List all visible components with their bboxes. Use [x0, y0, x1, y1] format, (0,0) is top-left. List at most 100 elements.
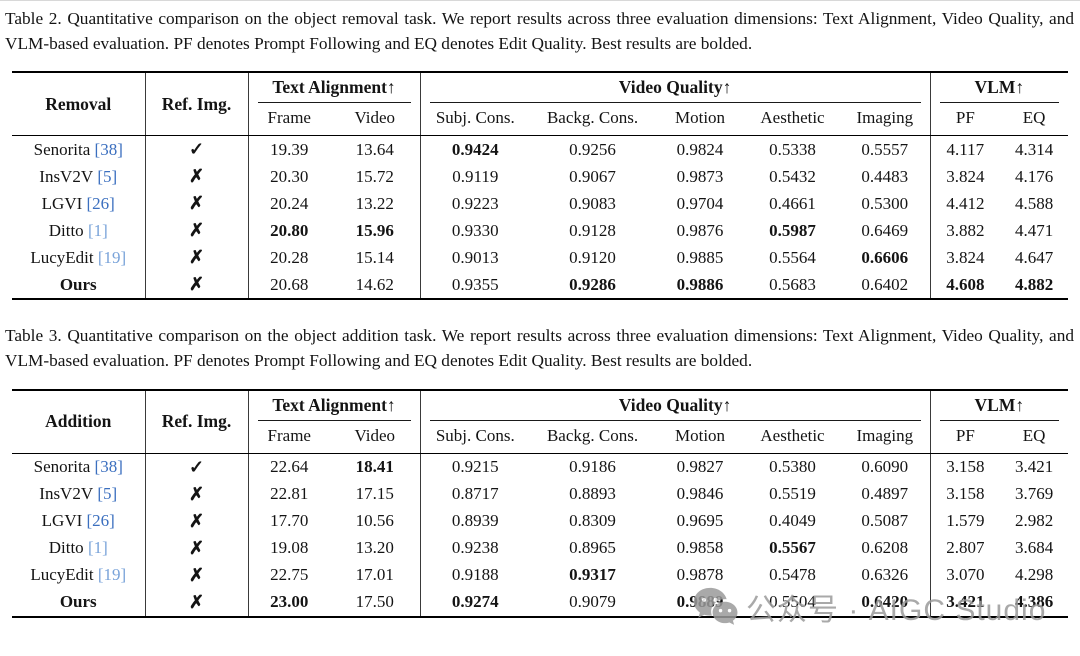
value-cell: 22.81: [247, 480, 330, 508]
value-cell: 1.579: [929, 507, 1001, 535]
value-cell: 0.5338: [769, 139, 816, 159]
citation-link[interactable]: [5]: [93, 166, 118, 186]
value-cell: 19.39: [247, 135, 330, 164]
value-cell: 0.9846: [676, 484, 724, 504]
method-name: Ditto [1]: [48, 220, 108, 240]
table-row: LGVI [26] ✗ 20.24 13.22 0.9223 0.9083 0.9704 0.…: [12, 190, 1068, 218]
col-header-frame: Frame: [247, 103, 330, 137]
table-row: InsV2V [5] ✗ 20.30 15.72 0.9119 0.9067 0.9873 0…: [12, 163, 1068, 191]
table-row: Ours ✗ 20.68 14.62 0.9355 0.9286 0.9886 0.5683 0…: [12, 271, 1068, 300]
value-cell: 0.5564: [769, 247, 816, 267]
value-cell: 0.6326: [861, 565, 909, 585]
value-cell: 17.15: [355, 484, 394, 504]
value-cell: 15.14: [355, 247, 394, 267]
citation-link[interactable]: [19]: [93, 247, 127, 267]
col-header-video: Video: [330, 420, 421, 454]
citation-link[interactable]: [1]: [83, 538, 108, 558]
value-cell: 4.882: [1014, 274, 1054, 294]
group-header-vlm: VLM↑: [929, 72, 1069, 104]
value-cell: 0.5300: [861, 193, 909, 213]
value-cell: 3.158: [929, 480, 1001, 508]
value-cell: 0.6606: [861, 247, 909, 267]
value-cell: 0.5567: [769, 538, 816, 558]
value-cell: 0.6208: [861, 538, 909, 558]
value-cell: 0.5683: [769, 274, 816, 294]
col-header-subj-cons: Subj. Cons.: [419, 103, 531, 137]
value-cell: 3.824: [929, 244, 1001, 272]
value-cell: 0.8965: [569, 538, 616, 558]
citation-link[interactable]: [1]: [83, 220, 108, 240]
citation-link[interactable]: [19]: [93, 565, 127, 585]
value-cell: 15.72: [355, 166, 394, 186]
value-cell: 10.56: [355, 511, 394, 531]
table-2-caption: Table 2. Quantitative comparison on the …: [5, 9, 1074, 53]
citation-link[interactable]: [26]: [82, 193, 115, 213]
col-header-task: Addition: [12, 389, 145, 454]
value-cell: 0.9876: [676, 220, 724, 240]
value-cell: 0.9355: [419, 271, 531, 300]
value-cell: 17.01: [355, 565, 394, 585]
method-name: LucyEdit [19]: [30, 247, 127, 267]
value-cell: 3.421: [929, 588, 1001, 617]
table-row: Senorita [38] ✓ 22.64 18.41 0.9215 0.9186 0.98…: [12, 453, 1068, 481]
col-header-backg-cons: Backg. Cons.: [530, 420, 656, 454]
group-header-vlm: VLM↑: [929, 389, 1069, 421]
col-header-motion: Motion: [655, 103, 746, 137]
cross-icon: ✗: [144, 588, 248, 617]
value-cell: 13.22: [355, 193, 394, 213]
removal-table-wrap: Removal Ref. Img. Text Alignment↑ Video …: [12, 71, 1069, 301]
value-cell: 4.314: [1014, 139, 1054, 159]
value-cell: 4.412: [929, 190, 1001, 218]
value-cell: 0.9330: [419, 217, 531, 245]
value-cell: 3.882: [929, 217, 1001, 245]
value-cell: 0.9120: [569, 247, 616, 267]
value-cell: 0.4049: [769, 511, 816, 531]
table-row: LucyEdit [19] ✗ 20.28 15.14 0.9013 0.9120 0.98…: [12, 244, 1068, 272]
value-cell: 0.9188: [419, 561, 531, 589]
value-cell: 22.75: [247, 561, 330, 589]
value-cell: 0.5380: [769, 457, 816, 477]
cross-icon: ✗: [144, 534, 248, 562]
citation-link[interactable]: [26]: [82, 511, 115, 531]
table-row: LGVI [26] ✗ 17.70 10.56 0.8939 0.8309 0.9695 0.…: [12, 507, 1068, 535]
value-cell: 0.9827: [676, 457, 724, 477]
value-cell: 0.9424: [419, 135, 531, 164]
method-name: Ours: [59, 592, 97, 612]
value-cell: 0.9886: [676, 274, 724, 294]
value-cell: 0.9873: [676, 166, 724, 186]
value-cell: 4.386: [1014, 592, 1054, 612]
value-cell: 0.9013: [419, 244, 531, 272]
value-cell: 18.41: [355, 457, 394, 477]
value-cell: 0.9186: [569, 457, 616, 477]
value-cell: 0.5987: [769, 220, 816, 240]
value-cell: 0.9885: [676, 247, 724, 267]
value-cell: 0.9083: [569, 193, 616, 213]
group-header-text-alignment: Text Alignment↑: [247, 389, 421, 421]
citation-link[interactable]: [38]: [90, 139, 123, 159]
value-cell: 4.471: [1014, 220, 1054, 240]
value-cell: 20.30: [247, 163, 330, 191]
table-row: Ours ✗ 23.00 17.50 0.9274 0.9079 0.9889 0.5504 0…: [12, 588, 1068, 617]
value-cell: 0.9317: [569, 565, 616, 585]
value-cell: 19.08: [247, 534, 330, 562]
citation-link[interactable]: [5]: [93, 484, 118, 504]
citation-link[interactable]: [38]: [90, 457, 123, 477]
value-cell: 4.298: [1014, 565, 1054, 585]
value-cell: 2.982: [1014, 511, 1054, 531]
value-cell: 0.9238: [419, 534, 531, 562]
table-row: Ditto [1] ✗ 20.80 15.96 0.9330 0.9128 0.9876 0.…: [12, 217, 1068, 245]
method-name: LucyEdit [19]: [30, 565, 127, 585]
table-row: Ditto [1] ✗ 19.08 13.20 0.9238 0.8965 0.9858 0.…: [12, 534, 1068, 562]
value-cell: 17.50: [355, 592, 394, 612]
value-cell: 0.9286: [569, 274, 616, 294]
value-cell: 3.824: [929, 163, 1001, 191]
value-cell: 0.9215: [419, 453, 531, 481]
value-cell: 0.4661: [769, 193, 816, 213]
method-name: LGVI [26]: [41, 193, 115, 213]
col-header-imaging: Imaging: [840, 420, 931, 454]
value-cell: 20.68: [247, 271, 330, 300]
value-cell: 0.4897: [861, 484, 909, 504]
value-cell: 3.421: [1014, 457, 1054, 477]
table-3-caption: Table 3. Quantitative comparison on the …: [5, 326, 1074, 371]
